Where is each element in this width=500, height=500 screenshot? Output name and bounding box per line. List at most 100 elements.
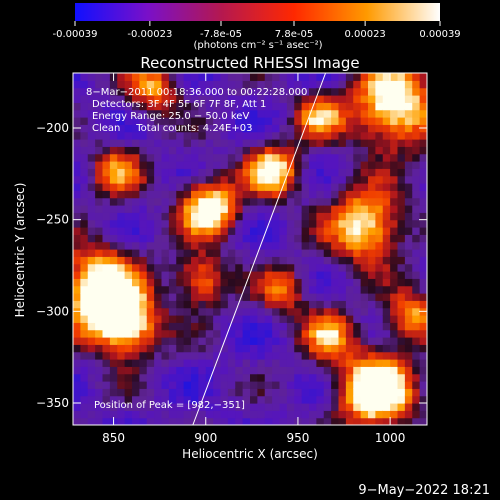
heatmap-cell <box>382 278 391 287</box>
heatmap-cell <box>132 212 140 221</box>
heatmap-cell <box>242 131 251 140</box>
heatmap-cell <box>124 234 133 243</box>
heatmap-cell <box>198 278 207 287</box>
heatmap-cell <box>205 102 214 111</box>
heatmap-cell <box>360 373 369 382</box>
heatmap-cell <box>168 153 177 162</box>
heatmap-cell <box>227 175 236 184</box>
heatmap-cell <box>404 234 413 243</box>
heatmap-cell <box>227 322 236 331</box>
heatmap-cell <box>250 153 258 162</box>
heatmap-cell <box>353 227 362 235</box>
heatmap-cell <box>250 359 258 367</box>
heatmap-cell <box>250 285 258 294</box>
heatmap-cell <box>353 322 362 331</box>
heatmap-cell <box>272 329 281 338</box>
heatmap-cell <box>338 234 347 243</box>
heatmap-cell <box>250 329 258 338</box>
heatmap-cell <box>382 80 391 89</box>
heatmap-cell <box>345 234 354 243</box>
heatmap-cell <box>250 227 258 235</box>
heatmap-cell <box>345 417 354 425</box>
heatmap-cell <box>132 109 140 118</box>
heatmap-cell <box>87 197 96 206</box>
heatmap-cell <box>132 117 140 125</box>
heatmap-cell <box>286 315 295 323</box>
heatmap-cell <box>272 131 281 140</box>
heatmap-cell <box>117 315 126 323</box>
heatmap-cell <box>183 197 192 206</box>
heatmap-cell <box>146 256 155 265</box>
heatmap-cell <box>124 329 133 338</box>
heatmap-cell <box>154 403 163 411</box>
heatmap-cell <box>419 271 427 279</box>
heatmap-cell <box>242 197 251 206</box>
heatmap-cell <box>345 366 354 375</box>
heatmap-cell <box>264 190 273 199</box>
heatmap-cell <box>419 322 427 331</box>
heatmap-cell <box>360 175 369 184</box>
heatmap-cell <box>235 117 244 125</box>
heatmap-cell <box>227 315 236 323</box>
heatmap-cell <box>102 73 111 81</box>
heatmap-cell <box>205 73 214 81</box>
heatmap-cell <box>375 183 384 191</box>
heatmap-cell <box>109 102 118 111</box>
heatmap-cell <box>220 175 229 184</box>
heatmap-cell <box>294 175 303 184</box>
heatmap-cell <box>117 359 126 367</box>
heatmap-cell <box>286 417 295 425</box>
heatmap-cell <box>205 241 214 250</box>
heatmap-cell <box>286 322 295 331</box>
heatmap-cell <box>390 388 399 397</box>
heatmap-cell <box>323 205 332 213</box>
heatmap-cell <box>80 109 89 118</box>
heatmap-cell <box>95 168 104 177</box>
heatmap-cell <box>87 256 96 265</box>
heatmap-cell <box>235 249 244 257</box>
heatmap-cell <box>345 124 354 133</box>
heatmap-cell <box>368 109 376 118</box>
heatmap-cell <box>419 139 427 147</box>
heatmap-cell <box>279 190 288 199</box>
heatmap-cell <box>264 329 273 338</box>
heatmap-cell <box>139 417 148 425</box>
heatmap-cell <box>205 80 214 89</box>
heatmap-cell <box>419 388 427 397</box>
heatmap-cell <box>323 109 332 118</box>
heatmap-cell <box>412 373 421 382</box>
heatmap-cell <box>382 102 391 111</box>
heatmap-cell <box>191 366 199 375</box>
heatmap-cell <box>323 278 332 287</box>
heatmap-cell <box>161 212 170 221</box>
heatmap-cell <box>368 197 376 206</box>
heatmap-cell <box>73 80 81 89</box>
heatmap-cell <box>412 197 421 206</box>
heatmap-cell <box>132 337 140 345</box>
heatmap-cell <box>73 359 81 367</box>
heatmap-cell <box>419 263 427 272</box>
heatmap-cell <box>80 263 89 272</box>
heatmap-cell <box>301 322 310 331</box>
heatmap-cell <box>132 351 140 360</box>
heatmap-cell <box>161 381 170 389</box>
heatmap-cell <box>375 366 384 375</box>
heatmap-cell <box>375 256 384 265</box>
heatmap-cell <box>250 205 258 213</box>
heatmap-cell <box>397 256 406 265</box>
heatmap-cell <box>146 109 155 118</box>
heatmap-cell <box>397 73 406 81</box>
heatmap-cell <box>95 278 104 287</box>
heatmap-cell <box>154 344 163 353</box>
heatmap-cell <box>338 285 347 294</box>
heatmap-cell <box>242 366 251 375</box>
heatmap-cell <box>213 205 222 213</box>
heatmap-cell <box>294 278 303 287</box>
heatmap-cell <box>183 219 192 228</box>
heatmap-cell <box>242 234 251 243</box>
heatmap-cell <box>375 410 384 419</box>
heatmap-cell <box>397 278 406 287</box>
heatmap-cell <box>80 131 89 140</box>
heatmap-cell <box>272 146 281 155</box>
heatmap-cell <box>412 153 421 162</box>
